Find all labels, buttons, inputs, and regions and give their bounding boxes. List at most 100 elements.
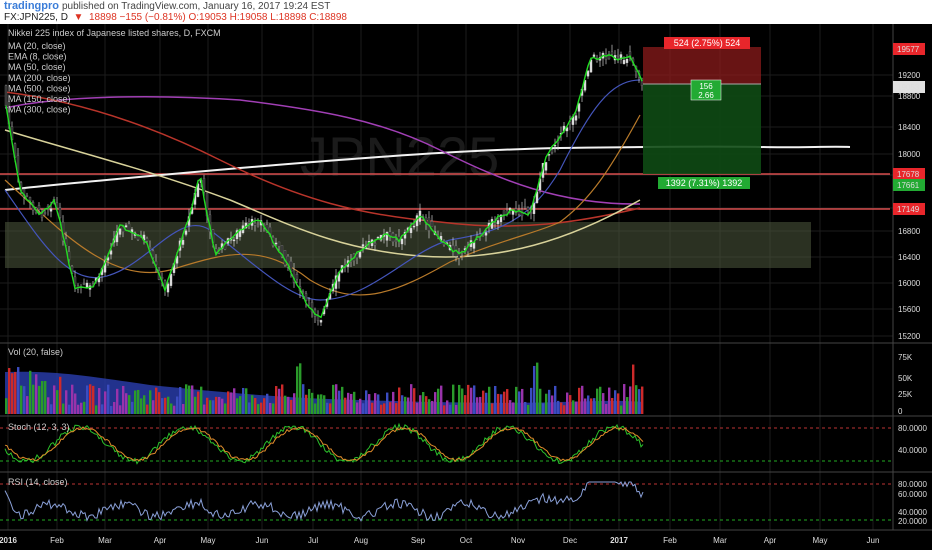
volume-bar [323, 395, 326, 414]
volume-bar [494, 385, 497, 414]
main-pane-title: Nikkei 225 index of Japanese listed shar… [8, 28, 221, 38]
price-label-box [893, 203, 925, 215]
candle-body [256, 225, 260, 227]
candle-body [532, 203, 536, 214]
volume-bar [542, 403, 545, 414]
volume-bar [314, 403, 317, 414]
volume-bar [473, 385, 476, 414]
volume-bar [212, 400, 215, 414]
volume-bar [119, 405, 122, 414]
candle-body [430, 221, 434, 227]
volume-bar [53, 385, 56, 414]
price-tick: 18800 [898, 92, 921, 101]
volume-bar [242, 387, 245, 414]
volume-bar [272, 403, 275, 414]
volume-bar [293, 393, 296, 414]
volume-bar [311, 392, 314, 414]
volume-bar [350, 393, 353, 414]
volume-bar [554, 385, 557, 414]
volume-bar [275, 386, 278, 414]
volume-bar [260, 402, 263, 414]
chart-canvas[interactable]: JPN225 524 (2.75%) 524 156 2.66 1392 (7.… [0, 24, 932, 550]
volume-bar [98, 388, 101, 414]
candle-body [622, 59, 626, 64]
volume-bar [296, 366, 299, 414]
ema-8-line [5, 54, 643, 319]
time-tick: May [812, 536, 827, 545]
volume-bar [8, 368, 11, 414]
ma-200-line [4, 95, 641, 205]
time-tick: Sep [411, 536, 426, 545]
volume-bar [590, 398, 593, 414]
volume-bar [623, 384, 626, 414]
volume-bar [482, 390, 485, 414]
volume-bar [479, 396, 482, 414]
volume-bar [377, 394, 380, 414]
volume-bar [452, 384, 455, 414]
open-value: O:19053 [188, 12, 227, 23]
volume-bar [197, 391, 200, 414]
volume-bar [611, 397, 614, 414]
price-tick: 16000 [898, 279, 921, 288]
candle-body [625, 59, 629, 63]
volume-bar [470, 387, 473, 414]
candle-body [253, 223, 257, 226]
volume-bar [233, 388, 236, 414]
volume-bar [176, 396, 179, 414]
time-tick: Apr [764, 536, 777, 545]
volume-bar [224, 403, 227, 414]
volume-bar [5, 398, 8, 414]
low-value: L:18898 [270, 12, 307, 23]
close-value: C:18898 [309, 12, 347, 23]
price-tick: 15200 [898, 332, 921, 341]
volume-bar [560, 402, 563, 414]
volume-bar [230, 392, 233, 414]
volume-bar [563, 405, 566, 414]
volume-bar [638, 389, 641, 414]
time-axis[interactable]: 2016 Feb Mar Apr May Jun Jul Aug Sep Oct Nov Dec 201… [0, 536, 879, 545]
axis-tick: 0 [898, 407, 903, 416]
volume-bar [587, 395, 590, 414]
indicator-label: MA (150, close) [8, 94, 71, 104]
volume-bar [617, 393, 620, 414]
volume-bar [326, 402, 329, 414]
position-stop-zone[interactable] [643, 47, 761, 84]
candle-body [58, 207, 62, 218]
candle-body [136, 234, 140, 240]
candle-body [544, 162, 548, 171]
candle-body [493, 222, 497, 224]
time-tick: Jul [308, 536, 318, 545]
ratio-label-box [690, 79, 722, 101]
volume-bar [254, 398, 257, 414]
price-label-box [893, 81, 925, 93]
candle-body [175, 256, 179, 264]
volume-bar [65, 390, 68, 414]
volume-bar [299, 363, 302, 414]
axis-tick: 20.0000 [898, 517, 927, 526]
volume-bar [173, 405, 176, 414]
ma-150-line [4, 91, 641, 227]
time-tick: Mar [98, 536, 112, 545]
volume-bar [557, 400, 560, 414]
candle-body [49, 208, 53, 212]
candle-body [565, 127, 569, 132]
candle-body [274, 242, 278, 245]
rsi-pane-title: RSI (14, close) [8, 477, 68, 487]
target-label-box [658, 177, 750, 189]
price-label: 19577 [897, 45, 920, 54]
volume-bar [383, 403, 386, 414]
axis-tick: 60.0000 [898, 490, 927, 499]
volume-bar [497, 393, 500, 414]
volume-bar [95, 405, 98, 414]
volume-bar [17, 367, 20, 414]
volume-bar [416, 402, 419, 414]
volume-bar [422, 392, 425, 414]
volume-bar [146, 404, 149, 414]
candle-body [604, 53, 608, 61]
rsi-line [4, 480, 644, 522]
volume-bar [41, 381, 44, 414]
volume-bar [305, 394, 308, 414]
target-label: 1392 (7.31%) 1392 [666, 178, 743, 188]
volume-bar [83, 401, 86, 414]
volume-bar [320, 394, 323, 414]
